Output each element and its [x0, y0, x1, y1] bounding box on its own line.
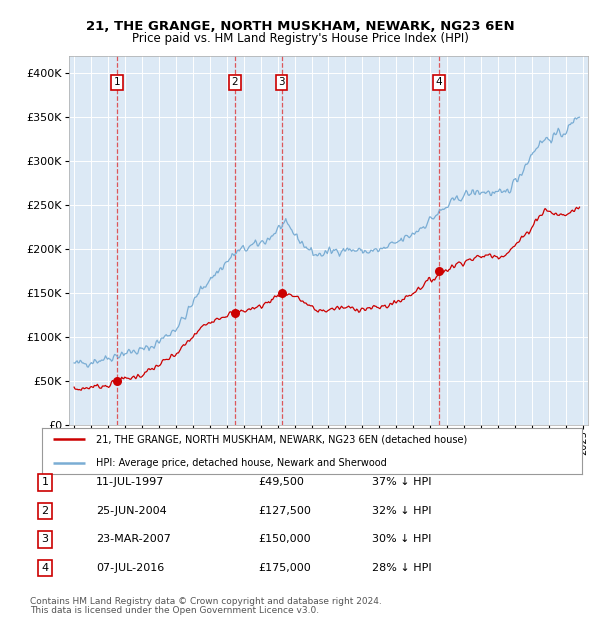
Text: 28% ↓ HPI: 28% ↓ HPI — [372, 563, 431, 573]
Text: Contains HM Land Registry data © Crown copyright and database right 2024.: Contains HM Land Registry data © Crown c… — [30, 597, 382, 606]
Text: 4: 4 — [436, 77, 442, 87]
Text: £127,500: £127,500 — [258, 506, 311, 516]
Text: 37% ↓ HPI: 37% ↓ HPI — [372, 477, 431, 487]
Text: 25-JUN-2004: 25-JUN-2004 — [96, 506, 167, 516]
Text: £49,500: £49,500 — [258, 477, 304, 487]
Text: 23-MAR-2007: 23-MAR-2007 — [96, 534, 171, 544]
Text: 1: 1 — [41, 477, 49, 487]
Text: 07-JUL-2016: 07-JUL-2016 — [96, 563, 164, 573]
Text: 3: 3 — [41, 534, 49, 544]
Text: £175,000: £175,000 — [258, 563, 311, 573]
Text: 2: 2 — [41, 506, 49, 516]
Text: 21, THE GRANGE, NORTH MUSKHAM, NEWARK, NG23 6EN: 21, THE GRANGE, NORTH MUSKHAM, NEWARK, N… — [86, 20, 514, 33]
Text: 1: 1 — [114, 77, 121, 87]
Text: This data is licensed under the Open Government Licence v3.0.: This data is licensed under the Open Gov… — [30, 606, 319, 615]
Text: 2: 2 — [232, 77, 238, 87]
Text: 21, THE GRANGE, NORTH MUSKHAM, NEWARK, NG23 6EN (detached house): 21, THE GRANGE, NORTH MUSKHAM, NEWARK, N… — [96, 435, 467, 445]
Text: HPI: Average price, detached house, Newark and Sherwood: HPI: Average price, detached house, Newa… — [96, 458, 387, 467]
Text: 30% ↓ HPI: 30% ↓ HPI — [372, 534, 431, 544]
Text: £150,000: £150,000 — [258, 534, 311, 544]
Text: 32% ↓ HPI: 32% ↓ HPI — [372, 506, 431, 516]
Text: 11-JUL-1997: 11-JUL-1997 — [96, 477, 164, 487]
Text: 4: 4 — [41, 563, 49, 573]
Text: 3: 3 — [278, 77, 285, 87]
Text: Price paid vs. HM Land Registry's House Price Index (HPI): Price paid vs. HM Land Registry's House … — [131, 32, 469, 45]
